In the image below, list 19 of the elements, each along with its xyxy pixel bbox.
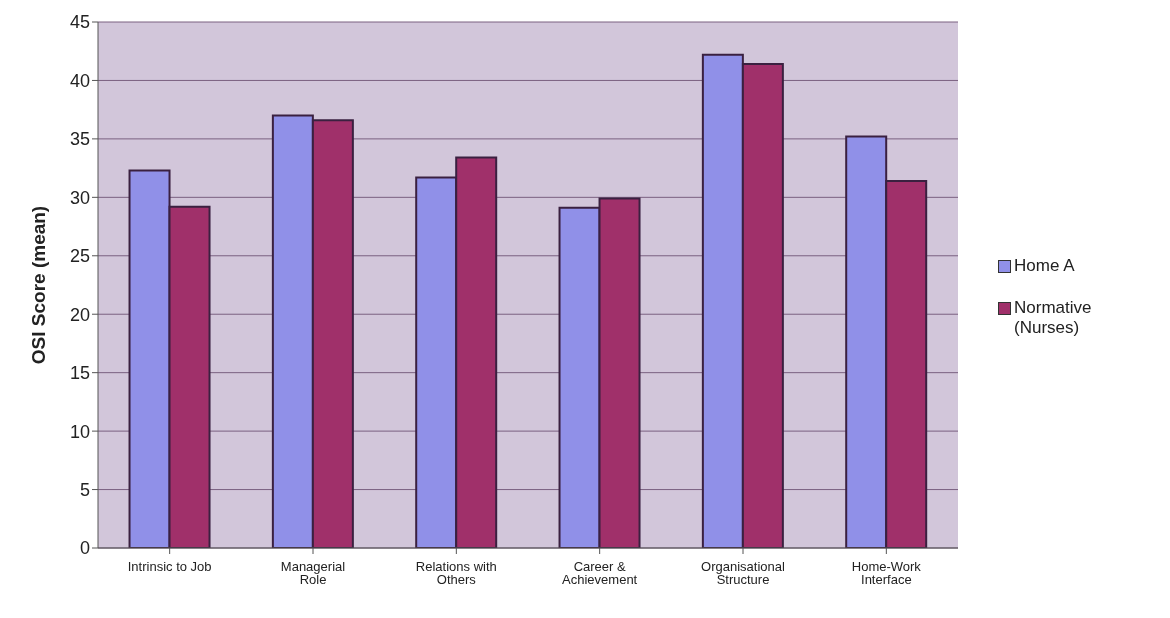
y-tick-label: 30 bbox=[69, 187, 90, 208]
x-tick-label: Relations with Others bbox=[415, 559, 497, 588]
legend-label: Home A bbox=[1014, 256, 1076, 276]
y-tick-label: 25 bbox=[69, 246, 90, 267]
x-tick-label: Organisational Structure bbox=[701, 559, 786, 588]
y-tick-label: 10 bbox=[69, 421, 90, 442]
y-tick-label: 45 bbox=[69, 12, 90, 33]
y-tick-label: 0 bbox=[79, 538, 90, 559]
x-tick-label: Managerial Role bbox=[280, 559, 346, 588]
y-tick-label: 35 bbox=[69, 129, 90, 150]
y-tick-label: 15 bbox=[69, 363, 90, 384]
x-tick-label: Career & Achievement bbox=[562, 559, 638, 588]
y-tick-label: 5 bbox=[79, 479, 90, 500]
y-tick-label: 20 bbox=[69, 304, 90, 325]
x-tick-label: Home-Work Interface bbox=[851, 559, 922, 588]
x-tick-label: Intrinsic to Job bbox=[127, 559, 212, 575]
legend-label: Normative (Nurses) bbox=[1014, 298, 1093, 338]
y-axis-title: OSI Score (mean) bbox=[27, 205, 49, 365]
y-tick-label: 40 bbox=[69, 70, 90, 91]
